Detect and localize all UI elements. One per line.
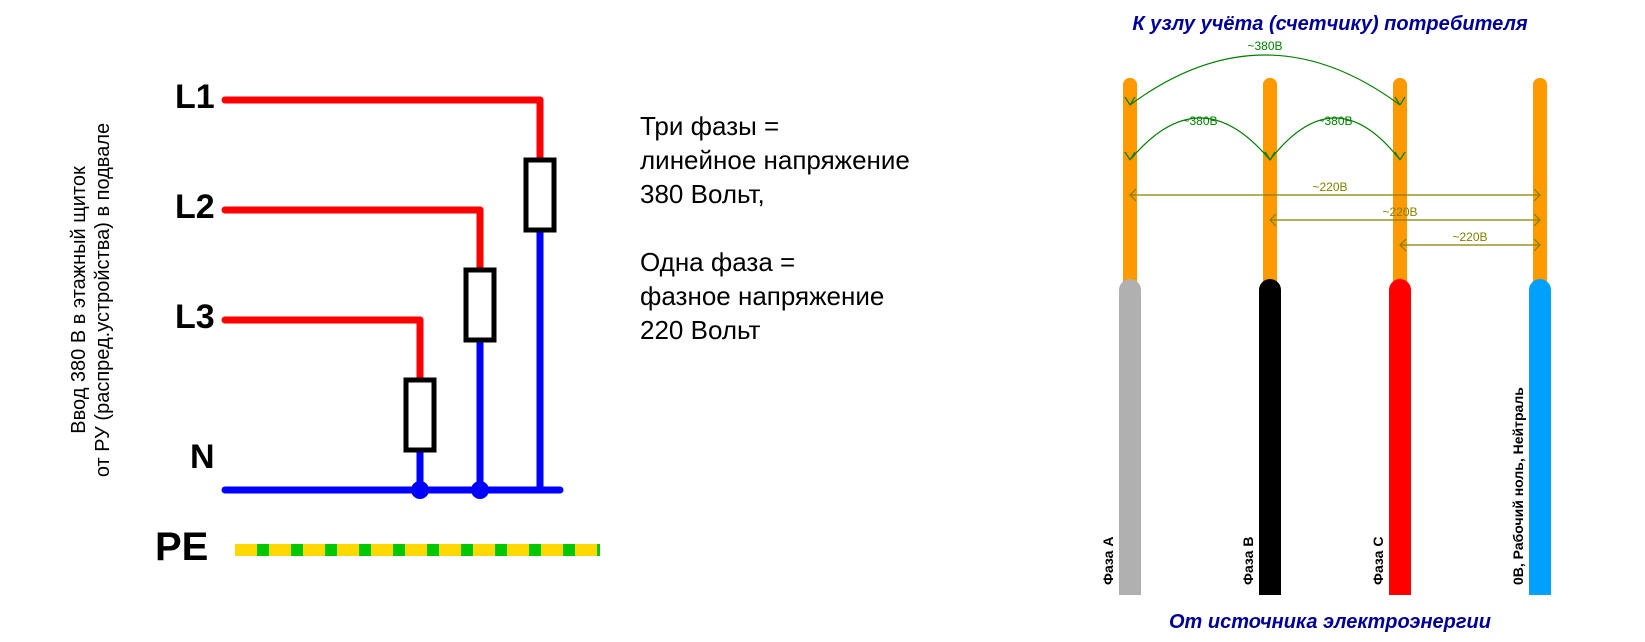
left-caption-line2: от РУ (распред.устройства) в подвале: [92, 123, 114, 477]
wire-label-N: 0В, Рабочий ноль, Нейтраль: [1510, 387, 1526, 585]
explain-line-2: 380 Вольт,: [640, 179, 765, 209]
wire-label-A: Фаза A: [1100, 537, 1116, 585]
label-N: N: [190, 438, 215, 476]
page-root: Ввод 380 В в этажный щитокот РУ (распред…: [0, 0, 1645, 642]
left-caption-line1: Ввод 380 В в этажный щиток: [68, 166, 90, 434]
fuse-a: [406, 380, 434, 450]
explain-line-5: фазное напряжение: [640, 281, 884, 311]
label-L1: L1: [175, 78, 215, 116]
explain-line-6: 220 Вольт: [640, 315, 761, 345]
explain-line-4: Одна фаза =: [640, 247, 795, 277]
wire-label-C: Фаза C: [1370, 537, 1386, 585]
dim-220-label-2: ~220В: [1452, 230, 1487, 244]
label-PE: PE: [155, 525, 208, 569]
fuse-b: [466, 270, 494, 340]
fuse-c: [526, 160, 554, 230]
dim-220-label-0: ~220В: [1312, 180, 1347, 194]
wire-label-B: Фаза B: [1240, 537, 1256, 585]
right-title-bottom: От источника электроэнергии: [1169, 611, 1491, 633]
neutral-junction: [411, 481, 429, 499]
label-L2: L2: [175, 188, 215, 226]
dim-220-label-1: ~220В: [1382, 205, 1417, 219]
explain-line-0: Три фазы =: [640, 111, 779, 141]
arc-380-label-0: ~380В: [1247, 39, 1282, 53]
explain-line-1: линейное напряжение: [640, 145, 910, 175]
right-title-top: К узлу учёта (счетчику) потребителя: [1132, 13, 1528, 35]
diagram-canvas: Ввод 380 В в этажный щитокот РУ (распред…: [0, 0, 1645, 642]
neutral-junction: [471, 481, 489, 499]
label-L3: L3: [175, 298, 215, 336]
arc-380-label-1: ~380В: [1182, 114, 1217, 128]
arc-380-label-2: ~380В: [1317, 114, 1352, 128]
